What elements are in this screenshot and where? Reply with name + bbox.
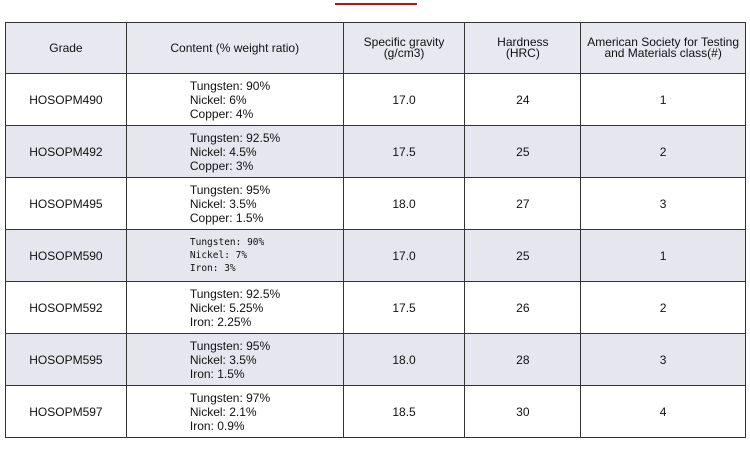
- table-cell: 18.5: [342, 385, 466, 438]
- table-cell: HOSOPM595: [5, 333, 127, 386]
- table-cell: HOSOPM597: [5, 385, 127, 438]
- content-line: Iron: 0.9%: [189, 418, 245, 433]
- content-line: Nickel: 3.5%: [189, 196, 257, 211]
- content-line: Tungsten: 95%: [189, 338, 271, 353]
- content-line: Tungsten: 97%: [189, 390, 271, 405]
- table-cell: 17.5: [342, 281, 466, 334]
- table-cell: 25: [464, 229, 582, 282]
- header-text: American Society for Testing: [587, 35, 740, 49]
- table-cell: 24: [464, 73, 582, 126]
- content-line: Copper: 4%: [189, 106, 254, 121]
- header-text: (g/cm3): [383, 46, 425, 60]
- header-text: Content (% weight ratio): [170, 40, 300, 55]
- table-cell: HOSOPM495: [5, 177, 127, 230]
- content-line: Nickel: 7%: [189, 250, 248, 261]
- content-line: Iron: 1.5%: [189, 366, 245, 381]
- table-row: HOSOPM597 Tungsten: 97% Nickel: 2.1% Iron: …: [5, 385, 746, 438]
- content-cell: Tungsten: 90% Nickel: 6% Copper: 4%: [125, 73, 344, 126]
- content-line: Nickel: 4.5%: [189, 144, 257, 159]
- content-line: Nickel: 3.5%: [189, 352, 257, 367]
- table-cell: HOSOPM492: [5, 125, 127, 178]
- table-row: HOSOPM495 Tungsten: 95% Nickel: 3.5% Copper…: [5, 177, 746, 230]
- table-row: HOSOPM592 Tungsten: 92.5% Nickel: 5.25% Iro…: [5, 281, 746, 334]
- content-line: Iron: 3%: [189, 263, 236, 274]
- table-cell: 28: [464, 333, 582, 386]
- content-line: Tungsten: 95%: [189, 182, 271, 197]
- table-cell: 17.0: [342, 229, 466, 282]
- table-cell: 18.0: [342, 333, 466, 386]
- content-line: Tungsten: 92.5%: [189, 286, 281, 301]
- content-line: Copper: 3%: [189, 158, 254, 173]
- table-cell: 17.5: [342, 125, 466, 178]
- table-row: HOSOPM490 Tungsten: 90% Nickel: 6% Copper: …: [5, 73, 746, 126]
- header-cell: Hardness (HRC): [464, 22, 582, 74]
- table-cell: 1: [580, 229, 746, 282]
- table-cell: HOSOPM592: [5, 281, 127, 334]
- table-cell: 25: [464, 125, 582, 178]
- content-cell: Tungsten: 92.5% Nickel: 5.25% Iron: 2.25%: [125, 281, 344, 334]
- content-cell: Tungsten: 95% Nickel: 3.5% Iron: 1.5%: [125, 333, 344, 386]
- table-body: HOSOPM490 Tungsten: 90% Nickel: 6% Copper: …: [5, 73, 746, 438]
- grade-table: Grade Content (% weight ratio) Specific gr…: [5, 22, 746, 438]
- table-cell: HOSOPM490: [5, 73, 127, 126]
- table-row: HOSOPM492 Tungsten: 92.5% Nickel: 4.5% Copp…: [5, 125, 746, 178]
- content-line: Tungsten: 90%: [189, 237, 265, 248]
- table-cell: 2: [580, 125, 746, 178]
- header-cell: Specific gravity (g/cm3): [342, 22, 466, 74]
- content-line: Iron: 2.25%: [189, 314, 252, 329]
- header-text: Hardness: [497, 35, 549, 49]
- content-line: Nickel: 2.1%: [189, 404, 257, 419]
- header-text: (HRC): [505, 46, 540, 60]
- content-line: Tungsten: 90%: [189, 78, 271, 93]
- header-text: Grade: [49, 40, 83, 55]
- table-cell: 30: [464, 385, 582, 438]
- table-row: HOSOPM590 Tungsten: 90% Nickel: 7% Iron: 3%…: [5, 229, 746, 282]
- header-row: Grade Content (% weight ratio) Specific gr…: [5, 22, 746, 74]
- table-cell: 27: [464, 177, 582, 230]
- content-cell: Tungsten: 90% Nickel: 7% Iron: 3%: [125, 229, 344, 282]
- table-cell: 4: [580, 385, 746, 438]
- table-cell: 3: [580, 177, 746, 230]
- table-cell: 26: [464, 281, 582, 334]
- table-cell: 18.0: [342, 177, 466, 230]
- table-cell: HOSOPM590: [5, 229, 127, 282]
- table-cell: 2: [580, 281, 746, 334]
- content-line: Nickel: 5.25%: [189, 300, 264, 315]
- table-cell: 3: [580, 333, 746, 386]
- header-text: Specific gravity: [363, 35, 445, 49]
- content-cell: Tungsten: 92.5% Nickel: 4.5% Copper: 3%: [125, 125, 344, 178]
- table-cell: 17.0: [342, 73, 466, 126]
- table-row: HOSOPM595 Tungsten: 95% Nickel: 3.5% Iron: …: [5, 333, 746, 386]
- header-cell: Content (% weight ratio): [125, 22, 344, 74]
- content-cell: Tungsten: 97% Nickel: 2.1% Iron: 0.9%: [125, 385, 344, 438]
- header-cell: Grade: [5, 22, 127, 74]
- content-line: Tungsten: 92.5%: [189, 130, 281, 145]
- content-cell: Tungsten: 95% Nickel: 3.5% Copper: 1.5%: [125, 177, 344, 230]
- accent-bar: [335, 3, 417, 5]
- content-line: Nickel: 6%: [189, 92, 247, 107]
- header-cell: American Society for Testing and Material…: [580, 22, 746, 74]
- header-text: and Materials class(#): [604, 46, 722, 60]
- table-cell: 1: [580, 73, 746, 126]
- content-line: Copper: 1.5%: [189, 210, 264, 225]
